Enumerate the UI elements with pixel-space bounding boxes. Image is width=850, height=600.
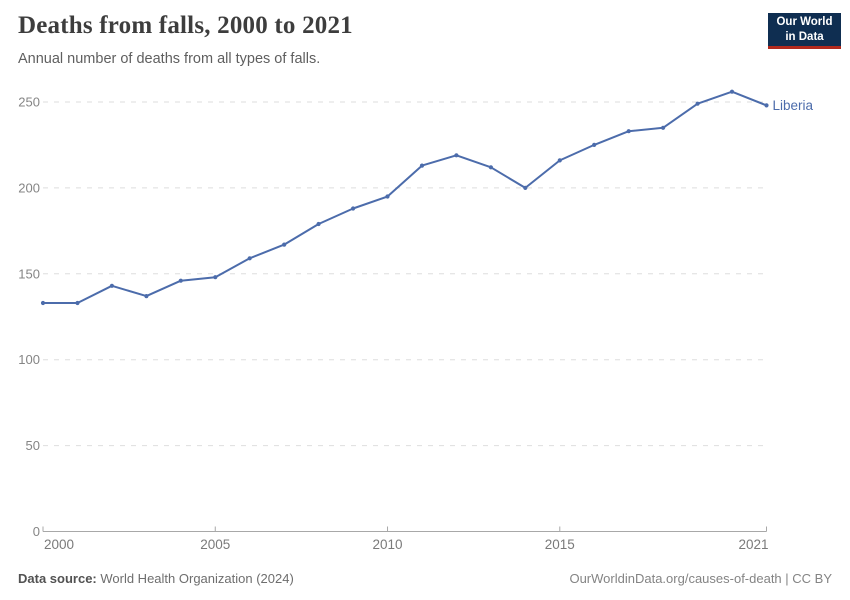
data-point	[488, 165, 493, 170]
data-point	[419, 163, 425, 168]
data-point	[213, 275, 218, 280]
x-tick-label-2015: 2015	[545, 537, 575, 552]
x-tick-label-2021: 2021	[738, 537, 768, 552]
logo-line-1: Our World	[776, 15, 833, 28]
x-tick-label-2000: 2000	[44, 537, 74, 552]
data-point	[75, 300, 80, 306]
data-point	[729, 89, 735, 94]
y-tick-label-250: 250	[18, 95, 40, 110]
series-line-liberia	[42, 90, 768, 304]
data-point	[247, 256, 252, 261]
owid-logo[interactable]: Our World in Data	[768, 13, 841, 49]
data-point	[385, 194, 390, 199]
y-tick-label-100: 100	[18, 352, 40, 367]
data-point	[523, 185, 528, 190]
series-markers-liberia	[40, 89, 769, 306]
data-point	[351, 206, 356, 211]
line-chart-canvas: 0 50 100 150 200 250 2000 2005 2010 2015 2021 Liber…	[18, 89, 814, 552]
chart-footer: Data source: World Health Organization (…	[18, 571, 832, 586]
chart-title: Deaths from falls, 2000 to 2021	[18, 12, 353, 39]
x-tick-label-2005: 2005	[200, 537, 230, 552]
data-point	[557, 158, 562, 163]
license-note: OurWorldinData.org/causes-of-death | CC …	[569, 571, 832, 586]
y-tick-label-50: 50	[26, 438, 40, 453]
data-point	[592, 142, 597, 147]
data-point	[109, 283, 114, 288]
data-point	[316, 221, 321, 227]
y-tick-label-200: 200	[18, 180, 40, 195]
logo-line-2: in Data	[785, 30, 824, 43]
series-end-label: Liberia	[773, 98, 814, 113]
chart-subtitle: Annual number of deaths from all types o…	[18, 51, 321, 67]
data-point	[40, 300, 46, 306]
x-axis: 2000 2005 2010 2015 2021	[42, 526, 769, 552]
y-tick-label-0: 0	[33, 524, 40, 539]
x-tick-label-2010: 2010	[373, 537, 403, 552]
data-source-note: Data source: World Health Organization (…	[18, 571, 294, 586]
data-point	[764, 103, 769, 108]
data-point	[454, 153, 459, 158]
data-point	[282, 242, 287, 247]
data-point	[695, 101, 700, 106]
data-point	[144, 294, 149, 299]
y-tick-label-150: 150	[18, 266, 40, 281]
data-source-label: Data source:	[18, 571, 97, 586]
data-source-text: World Health Organization (2024)	[96, 571, 294, 586]
data-point	[178, 278, 183, 283]
data-point	[661, 125, 666, 130]
data-point	[626, 129, 631, 134]
gridlines: 0 50 100 150 200 250	[18, 95, 767, 539]
